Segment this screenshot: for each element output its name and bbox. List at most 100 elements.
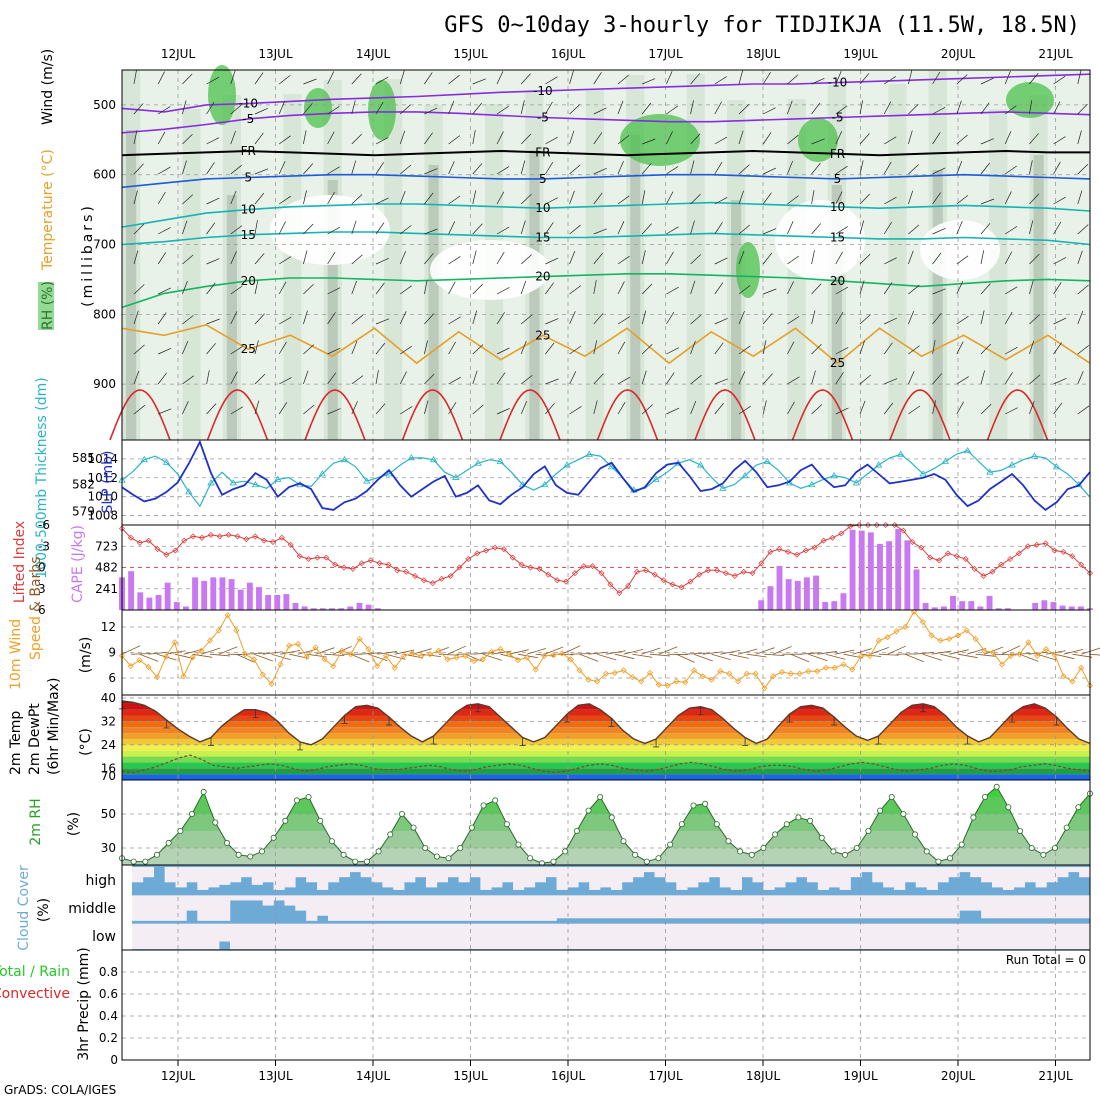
- cape-bar: [1077, 606, 1084, 610]
- wind-barb: [133, 344, 145, 355]
- li-marker: [163, 551, 170, 558]
- bottom-date-label: 12JUL: [161, 1069, 196, 1083]
- wind-barb: [714, 257, 728, 265]
- wind-barb: [1053, 282, 1062, 295]
- wind-speed-marker: [743, 670, 750, 677]
- cloud-clear-cell: [1024, 923, 1036, 950]
- li-marker: [456, 564, 463, 571]
- bottom-date-label: 15JUL: [453, 1069, 488, 1083]
- cloud-clear-cell: [523, 867, 536, 888]
- wind-speed-marker: [620, 667, 627, 674]
- cape-bar: [347, 606, 354, 610]
- cloud-clear-cell: [632, 895, 644, 919]
- li-marker: [722, 570, 729, 577]
- wind-barb: [206, 197, 220, 205]
- wind-barb: [617, 376, 631, 385]
- wind-barb: [206, 258, 220, 265]
- rh-marker: [923, 848, 930, 855]
- bottom-date-axis: 12JUL 13JUL 14JUL 15JUL 16JUL 17JUL 18JUL 19JUL…: [161, 1060, 1073, 1083]
- rh-marker: [655, 855, 662, 862]
- rh-marker: [597, 794, 604, 801]
- rh-marker: [947, 855, 954, 862]
- wind-speed-marker: [822, 664, 830, 671]
- rh-marker: [748, 851, 755, 858]
- li-marker: [571, 570, 578, 577]
- cloud-clear-cell: [349, 867, 361, 873]
- wind-barb: [666, 286, 679, 295]
- wind-speed-marker: [567, 656, 574, 663]
- wind-barb-10m: [605, 650, 626, 655]
- cape-bar: [210, 577, 217, 610]
- wind-barb: [884, 136, 897, 145]
- wind-barb: [472, 190, 477, 205]
- rh-marker: [457, 845, 464, 852]
- rh-marker: [352, 858, 359, 865]
- cloud-clear-cell: [1046, 895, 1058, 919]
- cloud-clear-cell: [132, 867, 144, 883]
- cloud-clear-cell: [948, 895, 960, 919]
- top-date-label: 12JUL: [161, 47, 196, 61]
- wind-barb: [327, 312, 336, 325]
- wind-barb: [424, 228, 438, 235]
- cloud-clear-cell: [229, 895, 242, 901]
- wind-barb: [859, 73, 870, 85]
- wind-barb: [496, 166, 510, 175]
- cloud-clear-cell: [327, 895, 340, 921]
- li-marker: [145, 537, 152, 544]
- wind-barb-10m: [737, 648, 758, 655]
- wind-barb: [1029, 160, 1033, 175]
- cloud-clear-cell: [480, 895, 492, 921]
- cloud-clear-cell: [883, 867, 895, 888]
- rh-color-band: [122, 797, 1090, 814]
- wind-barb: [569, 164, 581, 175]
- bottom-date-label: 14JUL: [356, 1069, 391, 1083]
- cape-bar: [1059, 605, 1066, 610]
- wind-barb: [1004, 131, 1012, 145]
- wind-barb: [1077, 103, 1088, 115]
- cloud-clear-cell: [872, 923, 884, 950]
- wind-barb: [279, 256, 292, 265]
- wind-barb: [690, 254, 702, 265]
- wind-barb: [690, 280, 696, 295]
- wind-barb: [545, 197, 559, 205]
- wind-barb: [884, 76, 897, 85]
- wind-speed-marker: [902, 623, 909, 631]
- precip-tick-label: 0.2: [99, 1031, 118, 1045]
- cloud-clear-cell: [262, 923, 274, 950]
- cloud-clear-cell: [1024, 867, 1036, 883]
- wind-barb-10m: [1045, 650, 1066, 655]
- wind-speed-marker: [444, 656, 451, 663]
- temp-color-band: [122, 727, 1090, 734]
- cloud-clear-cell: [981, 923, 993, 950]
- temp-color-band: [122, 756, 1090, 763]
- cloud-clear-cell: [219, 867, 231, 885]
- wind-barb: [593, 168, 607, 175]
- wind-barb: [545, 282, 554, 295]
- rh-marker: [165, 839, 172, 846]
- cloud-clear-cell: [556, 923, 568, 950]
- rh-marker: [713, 821, 720, 828]
- li-marker: [580, 563, 587, 570]
- cloud-clear-cell: [948, 867, 960, 878]
- wind-speed-marker: [532, 666, 539, 673]
- wind-barb: [1053, 378, 1067, 385]
- wind-barb-10m: [746, 653, 767, 658]
- cloud-clear-cell: [502, 923, 514, 950]
- wind-barb: [859, 280, 865, 295]
- thickness-marker: [874, 461, 883, 468]
- cloud-clear-cell: [785, 867, 797, 883]
- li-marker: [696, 571, 703, 578]
- wind-barb: [1029, 340, 1035, 355]
- cloud-clear-cell: [894, 895, 906, 919]
- wind-barb: [690, 314, 702, 325]
- wind-barb: [908, 190, 914, 205]
- wind-barb: [835, 191, 843, 205]
- wind-barb: [932, 288, 946, 295]
- wind-barb-10m: [139, 653, 159, 662]
- rh-band: [888, 84, 907, 440]
- wind-speed-marker: [162, 653, 170, 660]
- wind-barb-10m: [729, 653, 749, 659]
- wind-barb-10m: [1072, 653, 1093, 658]
- wind-barb: [448, 376, 462, 385]
- wind-speed-marker: [638, 678, 645, 685]
